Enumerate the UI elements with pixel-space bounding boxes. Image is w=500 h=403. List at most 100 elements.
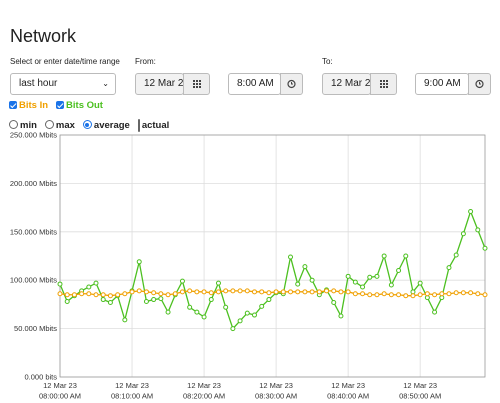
data-point [446,265,452,271]
data-point [475,291,481,297]
data-point [136,288,142,294]
data-point [165,292,171,298]
radio-option[interactable]: average [82,120,130,131]
to-time[interactable]: 9:00 AM [415,73,469,95]
data-point [151,290,157,296]
data-point [187,288,193,294]
legend-entry[interactable]: Bits In [9,100,48,111]
radio-option[interactable]: actual [137,119,169,132]
data-point [302,289,308,295]
x-tick-label: 12 Mar 23 08:00:00 AM [39,381,81,401]
data-point [453,252,459,258]
data-point [194,309,200,315]
data-point [367,274,373,280]
x-tick-label: 12 Mar 23 08:30:00 AM [255,381,297,401]
data-point [244,310,250,316]
data-point [251,312,257,318]
y-tick-label: 100.000 Mbits [10,276,57,285]
data-point [273,289,279,295]
data-point [324,288,330,294]
data-point [230,326,236,332]
radio-label: min [20,120,37,131]
y-tick-label: 50.000 Mbits [14,324,57,333]
data-point [417,292,423,298]
range-select[interactable]: last hour ⌄ [10,73,116,95]
data-point [381,253,387,259]
x-tick-label-line: 08:30:00 AM [255,392,297,401]
data-point [360,284,366,290]
data-point [136,259,142,265]
radio-button[interactable] [44,120,54,129]
data-point [259,303,265,309]
legend: Bits In Bits Out [9,100,111,111]
x-tick-label-line: 08:50:00 AM [399,392,441,401]
data-point [266,297,272,303]
clock-button[interactable] [280,73,303,95]
data-point [417,280,423,286]
legend-entry[interactable]: Bits Out [56,100,103,111]
data-point [223,288,229,294]
data-point [338,313,344,319]
data-point [295,289,301,295]
data-point [158,291,164,297]
radio-option[interactable]: min [9,120,37,131]
radio-label: max [55,120,75,131]
x-tick-label-line: 12 Mar 23 [331,381,365,390]
x-tick-label-line: 08:20:00 AM [183,392,225,401]
y-tick-label: 0.000 bits [24,373,57,382]
data-point [237,288,243,294]
x-tick-label: 12 Mar 23 08:20:00 AM [183,381,225,401]
data-point [331,299,337,305]
data-point [316,289,322,295]
data-point [129,289,135,295]
data-point [107,293,113,299]
radio-button[interactable] [82,120,92,129]
data-point [446,291,452,297]
x-tick-label-line: 12 Mar 23 [259,381,293,390]
data-point [280,289,286,295]
x-tick-label-line: 12 Mar 23 [403,381,437,390]
legend-checkbox[interactable] [56,101,65,110]
data-point [309,289,315,295]
data-point [468,290,474,296]
clock-icon [287,79,296,89]
data-point [288,289,294,295]
range-label: Select or enter date/time range [10,57,120,66]
clock-button[interactable] [468,73,491,95]
radio-button[interactable] [9,120,18,129]
data-point [230,288,236,294]
plot-border [59,134,486,378]
data-point [208,290,214,296]
calendar-button[interactable] [183,73,210,95]
radio-button[interactable] [137,119,140,132]
data-point [475,227,481,233]
data-point [388,282,394,288]
radio-option[interactable]: max [44,120,75,131]
data-point [93,292,99,298]
clock-icon [475,79,484,89]
calendar-button[interactable] [370,73,397,95]
y-tick-label: 200.000 Mbits [10,179,57,188]
series-line [59,209,486,330]
data-point [424,291,430,297]
x-tick-label: 12 Mar 23 08:10:00 AM [111,381,153,401]
data-point [57,291,63,297]
data-point [107,299,113,305]
data-point [151,297,157,303]
data-point [432,292,438,298]
data-point [143,289,149,295]
y-tick-label: 150.000 Mbits [10,227,57,236]
data-point [57,281,63,287]
data-point [345,273,351,279]
legend-checkbox[interactable] [9,101,17,110]
data-point [403,253,409,259]
from-label: From: [135,57,156,66]
data-point [345,289,351,295]
x-tick-label-line: 08:00:00 AM [39,392,81,401]
data-point [331,288,337,294]
data-point [143,298,149,304]
from-date[interactable]: 12 Mar 23 [135,73,184,95]
data-point [309,277,315,283]
data-point [122,317,128,323]
